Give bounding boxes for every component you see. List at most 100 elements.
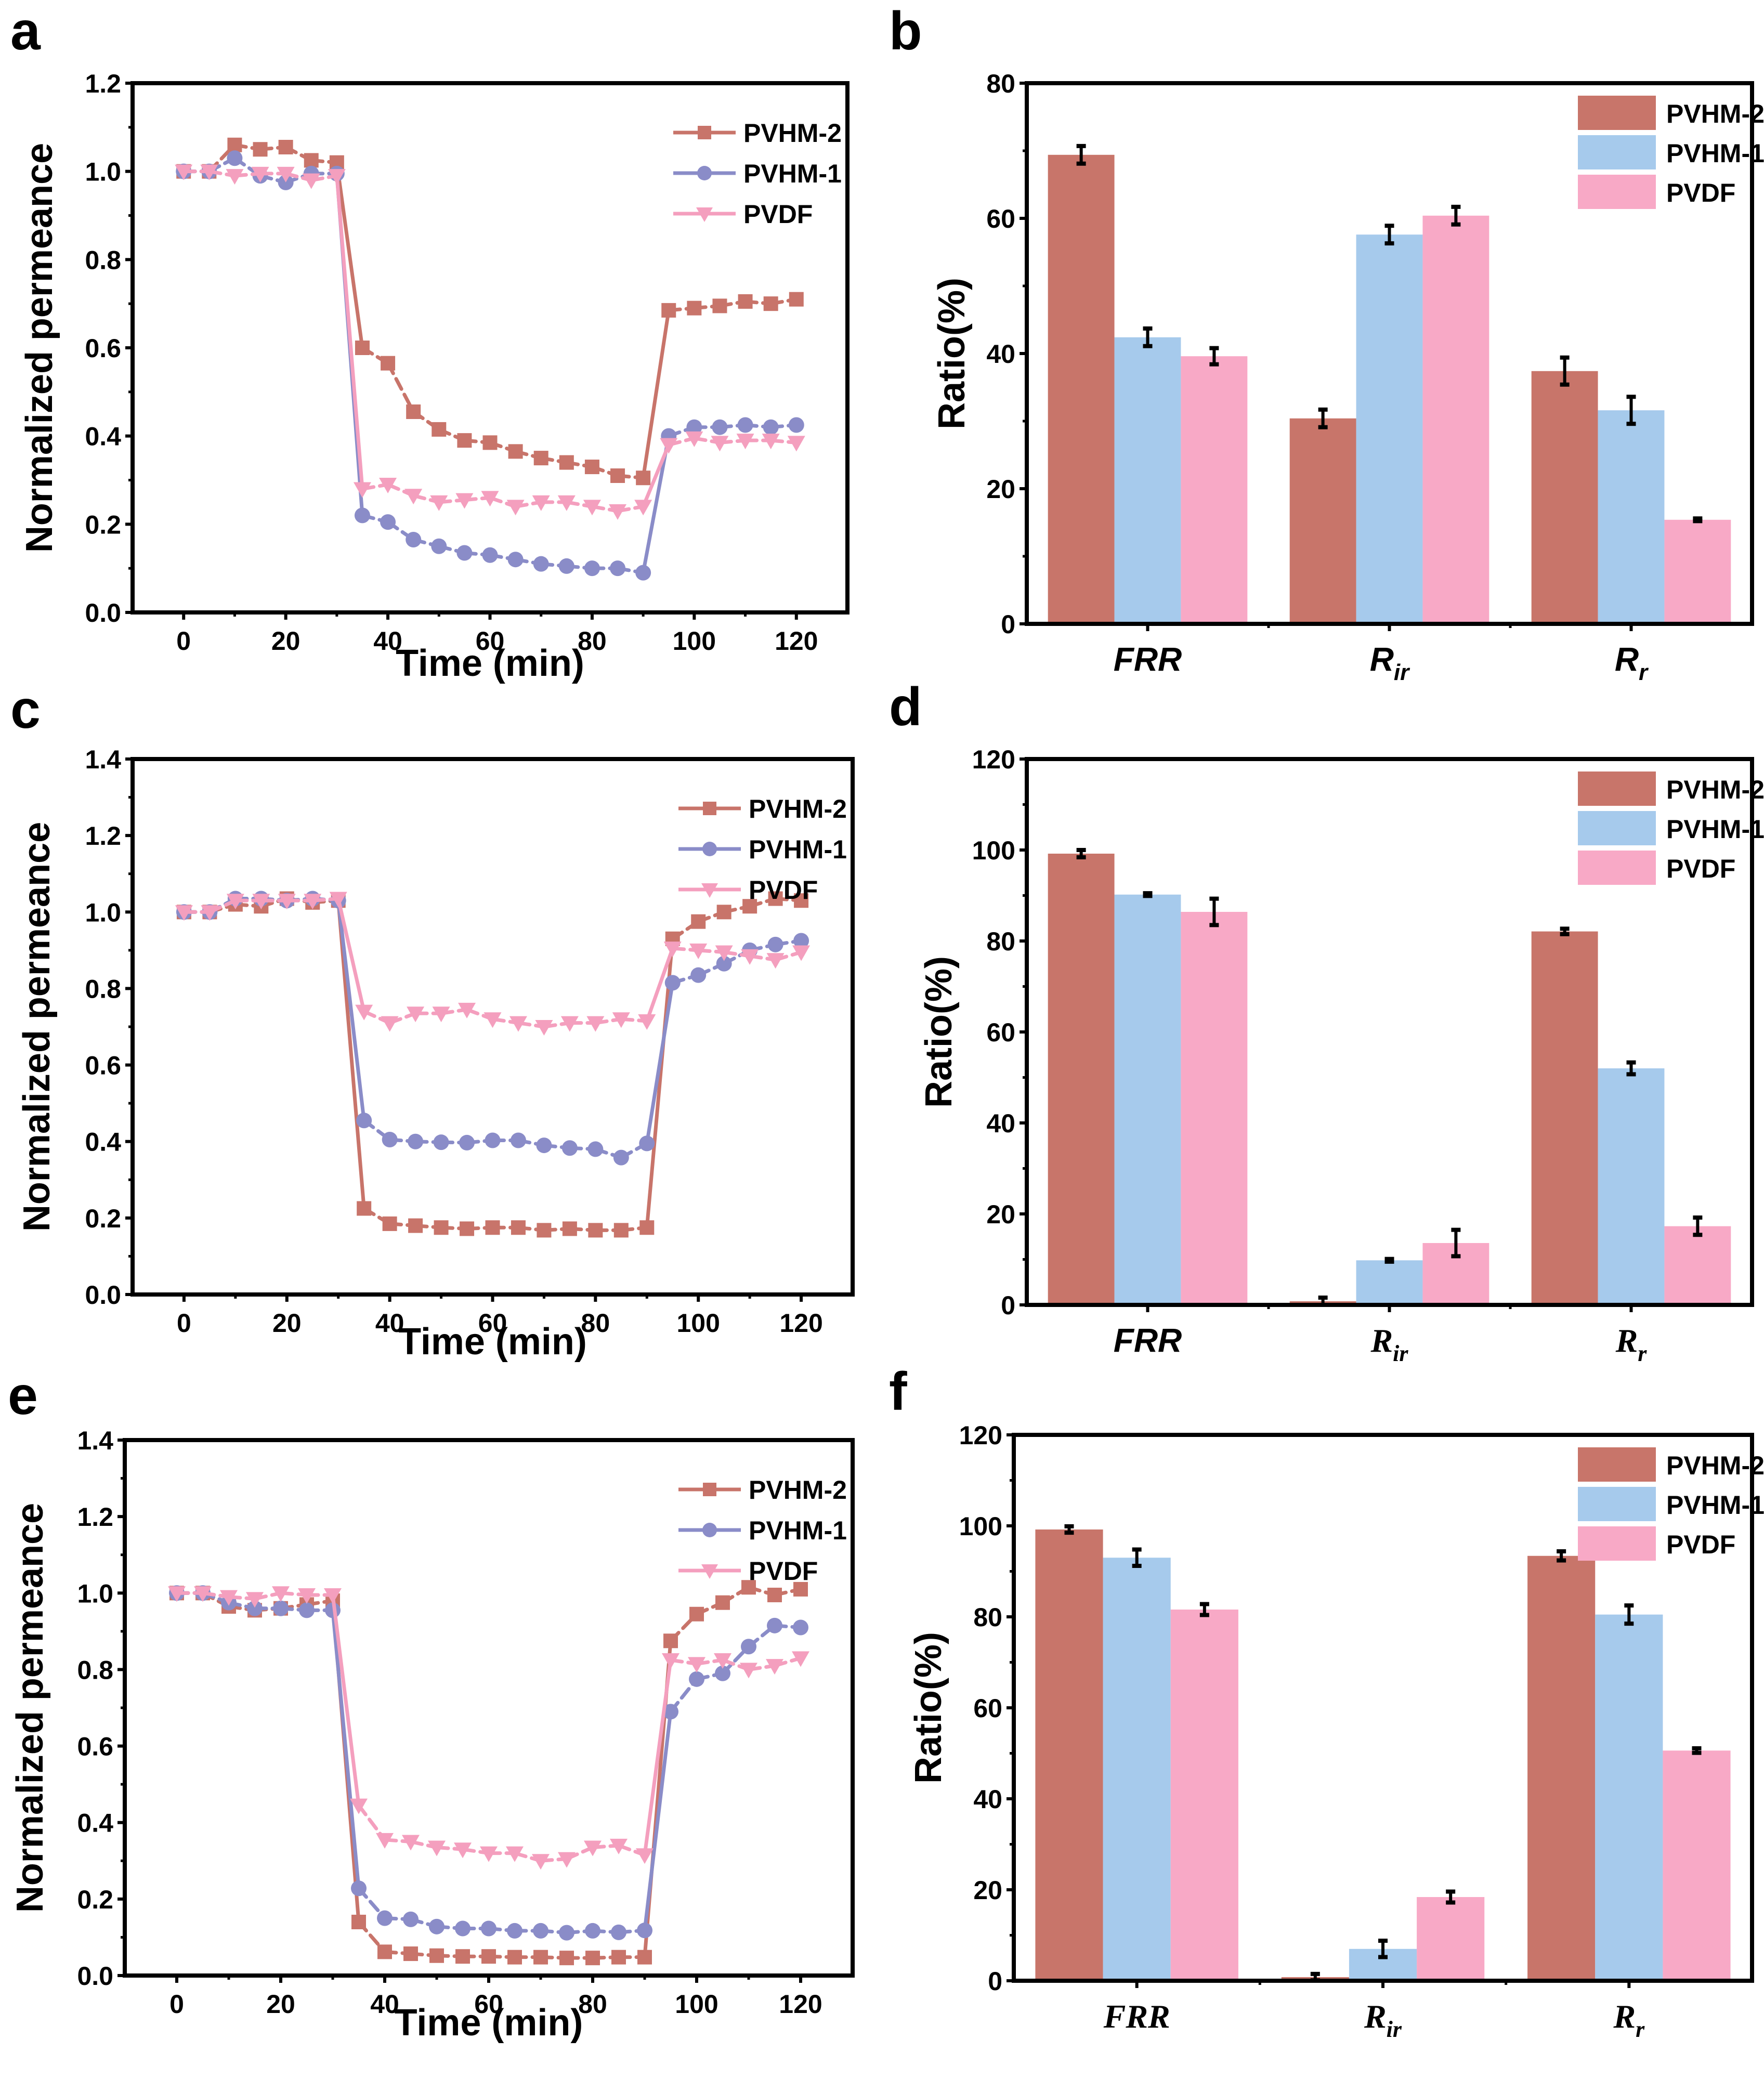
data-point (587, 1141, 604, 1157)
error-bar (1560, 926, 1570, 936)
legend-swatch (1578, 851, 1656, 885)
data-point (351, 1915, 366, 1929)
data-point (220, 1590, 238, 1606)
y-tick-label: 0.8 (77, 1655, 113, 1684)
bar-pvhm-1 (1598, 410, 1665, 624)
data-point (357, 1201, 372, 1216)
category-label: FRR (1103, 1998, 1170, 2035)
bar-pvhm-1 (1114, 894, 1181, 1305)
data-point (636, 1848, 654, 1864)
data-point (584, 560, 600, 577)
series-pvdf (175, 164, 805, 520)
bar-pvhm-2 (1289, 418, 1356, 624)
data-point (690, 967, 707, 983)
data-point (610, 560, 626, 577)
y-tick-label: 1.0 (85, 158, 121, 187)
error-bar (1384, 1257, 1394, 1264)
data-point (175, 164, 193, 180)
data-point (168, 1586, 186, 1602)
y-tick-label: 1.4 (85, 745, 121, 774)
data-point (482, 435, 498, 450)
legend-marker (701, 1564, 718, 1579)
data-point (246, 1592, 264, 1608)
error-bar (1693, 516, 1703, 524)
data-point (712, 298, 727, 313)
data-point (382, 1132, 398, 1148)
data-point (194, 1586, 212, 1602)
error-bar (1693, 1215, 1703, 1237)
y-tick-label: 20 (973, 1876, 1002, 1905)
data-point (434, 1220, 449, 1235)
legend-marker (703, 1483, 716, 1496)
data-point (403, 1911, 419, 1927)
y-tick-label: 0.4 (85, 422, 121, 451)
x-tick-label: 40 (375, 1309, 404, 1338)
data-point (381, 1016, 399, 1032)
x-tick-label: 20 (266, 1990, 295, 2019)
plot-frame (1025, 757, 1754, 1307)
data-point (329, 892, 347, 908)
legend-label: PVHM-1 (1666, 815, 1764, 844)
data-point (175, 905, 193, 921)
x-axis-title: Time (min) (395, 2002, 583, 2044)
series-segment (335, 174, 364, 491)
data-point (792, 945, 811, 961)
bar-pvhm-2 (1035, 1529, 1103, 1981)
data-point (459, 1134, 475, 1150)
error-bar (1624, 1603, 1634, 1626)
data-point (485, 1132, 501, 1148)
x-tick-label: 120 (779, 1309, 822, 1338)
legend-item: PVDF (1578, 175, 1735, 209)
data-point (663, 942, 682, 958)
y-tick-label: 80 (986, 927, 1015, 956)
bar-pvdf (1664, 519, 1731, 624)
y-tick-label: 0.2 (85, 1204, 121, 1233)
legend: PVHM-2 PVHM-1 PVDF (1578, 96, 1764, 209)
x-tick-label: 40 (370, 1990, 399, 2019)
data-point (509, 1016, 527, 1032)
data-point (351, 1880, 367, 1897)
series-segment (645, 980, 675, 1145)
panel-label: b (889, 1, 922, 61)
data-point (302, 173, 320, 189)
x-tick-label: 80 (578, 1990, 607, 2019)
data-point (766, 1659, 783, 1675)
series-pvdf (175, 892, 811, 1036)
x-axis-title: Time (min) (396, 643, 584, 684)
bar-pvdf (1170, 1610, 1238, 1981)
y-axis-title: Ratio(%) (918, 956, 960, 1108)
legend-label: PVHM-2 (1666, 1451, 1764, 1480)
plot-frame (123, 1438, 855, 1978)
data-point (324, 1588, 342, 1604)
y-tick-label: 20 (986, 1200, 1015, 1229)
x-tick-label: 60 (474, 1990, 503, 2019)
legend: PVHM-2 PVHM-1 PVDF (673, 119, 842, 229)
series-segment (331, 1608, 361, 1890)
data-point (536, 1137, 552, 1154)
y-tick-label: 1.0 (77, 1579, 113, 1608)
data-point (741, 1639, 756, 1655)
data-point (304, 894, 322, 910)
error-bar (1318, 407, 1328, 429)
data-point (355, 1004, 373, 1021)
legend-label: PVHM-2 (749, 794, 847, 823)
legend-item: PVHM-2 (673, 119, 842, 148)
data-point (533, 451, 548, 466)
data-point (480, 1846, 498, 1862)
series-segment (336, 897, 366, 1014)
plot-frame (1025, 81, 1754, 626)
bar-pvhm-1 (1356, 234, 1423, 624)
data-point (431, 538, 447, 554)
data-point (742, 899, 757, 914)
data-point (430, 495, 448, 511)
data-point (510, 1132, 526, 1148)
error-bar (1446, 1889, 1456, 1905)
data-point (688, 1657, 705, 1673)
series-pvhm-2 (176, 137, 804, 486)
y-tick-label: 120 (959, 1421, 1002, 1450)
data-point (767, 936, 783, 952)
panel-label: c (10, 679, 41, 740)
x-tick-label: 0 (169, 1990, 184, 2019)
y-tick-label: 120 (972, 745, 1015, 774)
